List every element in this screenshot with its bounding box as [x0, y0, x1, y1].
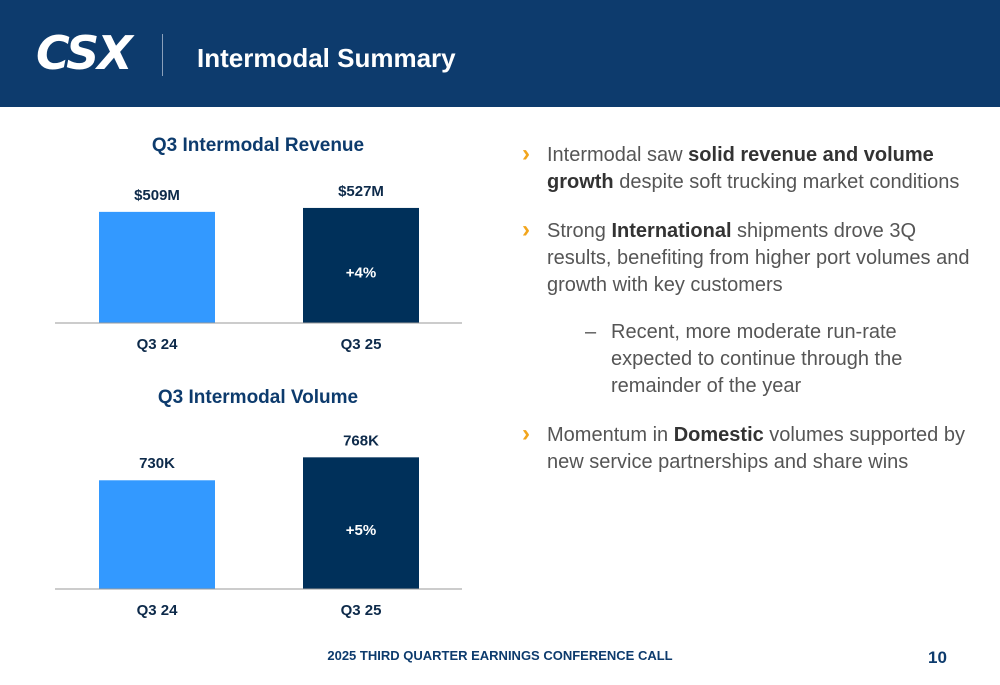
text: Intermodal saw [547, 144, 689, 166]
annotation: +5% [346, 522, 376, 539]
annotation: +4% [346, 264, 376, 281]
slide-title: Intermodal Summary [197, 43, 456, 73]
bold-text: Domestic [673, 424, 764, 446]
bullet: Momentum in Domestic volumes supported b… [520, 420, 970, 476]
bullet: Strong International shipments drove 3Q … [520, 216, 970, 400]
value-label: $527M [338, 183, 384, 200]
value-label: 730K [139, 455, 175, 472]
value-label: 768K [343, 432, 379, 449]
category-label: Q3 24 [137, 336, 179, 353]
logo: CSX [36, 26, 133, 80]
bold-text: solid revenue and volume growth [547, 144, 934, 193]
text: Strong [547, 220, 612, 242]
category-label: Q3 24 [137, 602, 179, 619]
text: shipments drove 3Q results, benefiting f… [547, 220, 970, 296]
text: volumes supported by new service partner… [547, 424, 965, 473]
category-label: Q3 25 [341, 602, 382, 619]
text: Momentum in [547, 424, 674, 446]
charts: Q3 Intermodal Revenue $509M Q3 24 $527M Q3 2… [55, 135, 462, 619]
sub-bullet: Recent, more moderate run-rate expected … [547, 319, 970, 400]
separator [162, 34, 163, 76]
page-number: 10 [928, 648, 947, 667]
bar [303, 457, 419, 589]
chart-title: Q3 Intermodal Volume [158, 387, 358, 408]
bar [303, 207, 419, 323]
value-label: $509M [134, 187, 180, 204]
bar [99, 480, 215, 589]
footer: 2025 THIRD QUARTER EARNINGS CONFERENCE C… [327, 648, 673, 663]
header: CSX Intermodal Summary [0, 0, 1000, 107]
category-label: Q3 25 [341, 336, 382, 353]
bullet: Intermodal saw solid revenue and volume … [520, 140, 970, 196]
chart-title: Q3 Intermodal Revenue [152, 135, 364, 156]
bold-text: International [611, 220, 732, 242]
bullet-list: Intermodal saw solid revenue and volume … [520, 140, 970, 498]
text: despite soft trucking market conditions [613, 171, 960, 193]
bar [99, 211, 215, 323]
